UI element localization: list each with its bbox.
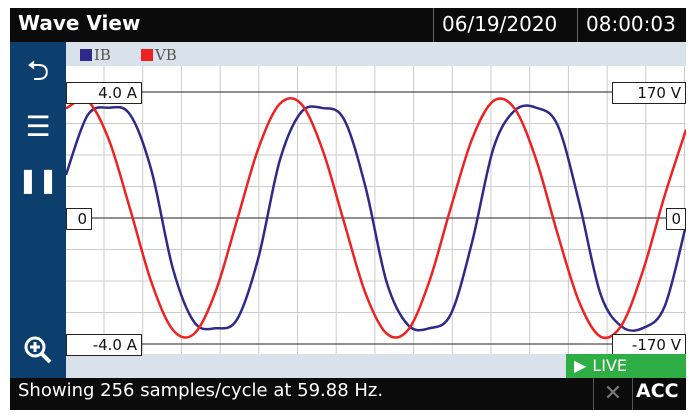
right-axis-bottom: -170 V — [612, 334, 686, 356]
acc-label[interactable]: ACC — [636, 380, 679, 402]
back-icon[interactable]: ⮌ — [26, 54, 50, 87]
zoom-in-icon[interactable] — [18, 330, 58, 370]
live-button[interactable]: ▶ LIVE — [566, 354, 686, 378]
series-vb — [66, 96, 686, 340]
menu-icon[interactable]: ☰ — [25, 109, 51, 143]
left-axis-top: 4.0 A — [66, 82, 142, 104]
sidebar: ⮌ ☰ ❚❚ — [10, 42, 66, 378]
wave-chart: IB VB 4.0 A 0 -4.0 A 170 V 0 -170 V ▶ LIV… — [66, 42, 686, 378]
time-display: 08:00:03 — [577, 8, 684, 42]
status-text: Showing 256 samples/cycle at 59.88 Hz. — [18, 380, 384, 401]
tools-icon[interactable]: ✕ — [593, 378, 633, 410]
page-title: Wave View — [18, 11, 141, 35]
right-axis-top: 170 V — [612, 82, 686, 104]
legend-vb: VB — [140, 46, 177, 64]
play-icon: ▶ — [574, 356, 587, 375]
left-axis-bottom: -4.0 A — [66, 334, 142, 356]
pause-icon[interactable]: ❚❚ — [17, 166, 59, 194]
right-axis-zero: 0 — [666, 208, 686, 230]
legend: IB VB — [80, 46, 177, 64]
left-axis-zero: 0 — [66, 208, 92, 230]
legend-ib: IB — [80, 46, 111, 64]
plot-background — [66, 66, 686, 354]
plot-area — [66, 66, 686, 354]
series-ib — [66, 104, 686, 332]
date-display: 06/19/2020 — [433, 8, 565, 42]
device-screen: Wave View 06/19/2020 08:00:03 ⮌ ☰ ❚❚ IB … — [10, 8, 686, 410]
